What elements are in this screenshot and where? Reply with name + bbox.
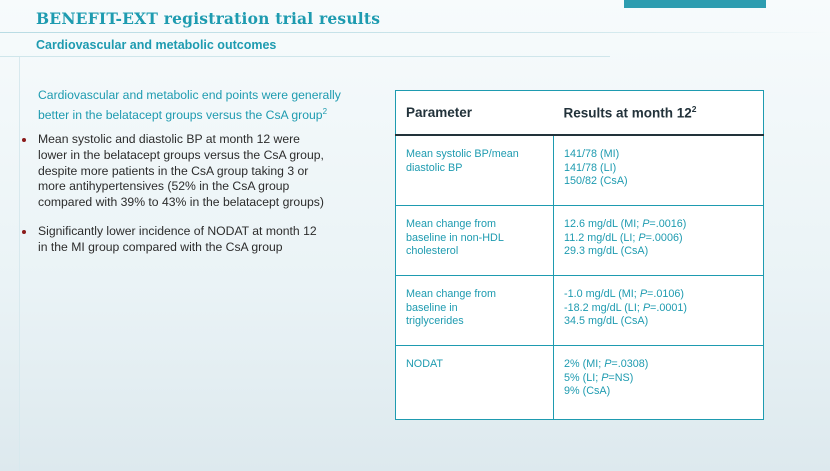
p-value-symbol: P [604, 358, 612, 370]
intro-line-1: Cardiovascular and metabolic end points … [38, 88, 341, 102]
result-line: 34.5 mg/dL (CsA) [564, 315, 649, 328]
p-value-symbol: P [601, 371, 609, 384]
bullet-line: in the MI group compared with the CsA gr… [38, 239, 283, 254]
bullet-line: lower in the belatacept groups versus th… [38, 147, 324, 162]
param-line: baseline in [406, 301, 458, 314]
subtitle-divider [0, 56, 610, 57]
title-divider [0, 32, 830, 33]
p-value-symbol: P [639, 288, 648, 300]
param-cell: NODAT [395, 345, 554, 420]
param-cell: Mean change from baseline in triglycerid… [395, 275, 554, 346]
table-row: Mean systolic BP/mean diastolic BP 141/7… [395, 135, 764, 206]
param-line: baseline in non-HDL [406, 231, 504, 244]
p-value-symbol: P [642, 301, 651, 314]
header-results: Results at month 122 [553, 90, 764, 136]
result-cell: 141/78 (MI) 141/78 (LI) 150/82 (CsA) [554, 135, 764, 206]
left-margin-rule [19, 57, 20, 471]
result-line: 12.6 mg/dL (MI; P=.0016) [564, 218, 687, 230]
param-cell: Mean change from baseline in non-HDL cho… [395, 205, 554, 276]
bullet-item: Mean systolic and diastolic BP at month … [22, 132, 367, 211]
intro-line-2: better in the belatacept groups versus t… [38, 104, 378, 124]
header-parameter: Parameter [395, 90, 554, 136]
bullet-item: Significantly lower incidence of NODAT a… [22, 224, 367, 256]
result-line: 2% (MI; P=.0308) [564, 358, 649, 370]
result-line: 9% (CsA) [564, 385, 611, 398]
result-line: 11.2 mg/dL (LI; P=.0006) [564, 231, 683, 244]
param-line: Mean change from [406, 288, 497, 300]
header-results-text: Results at month 12 [563, 105, 692, 121]
bullet-line: despite more patients in the CsA group t… [38, 163, 309, 178]
bullet-line: Mean systolic and diastolic BP at month … [38, 132, 300, 146]
result-line: -1.0 mg/dL (MI; P=.0106) [564, 288, 684, 300]
param-line: Mean change from [406, 218, 497, 230]
intro-text: Cardiovascular and metabolic end points … [38, 88, 378, 123]
result-line: 29.3 mg/dL (CsA) [564, 245, 649, 258]
result-cell: 12.6 mg/dL (MI; P=.0016) 11.2 mg/dL (LI;… [553, 205, 764, 276]
top-accent-bar [624, 0, 766, 8]
bullet-dot-icon [22, 138, 26, 142]
table-row: NODAT 2% (MI; P=.0308) 5% (LI; P=NS) 9% … [395, 345, 764, 420]
param-line: cholesterol [406, 245, 459, 258]
p-value-symbol: P [638, 231, 646, 244]
param-cell: Mean systolic BP/mean diastolic BP [395, 135, 554, 206]
param-line: Mean systolic BP/mean [406, 148, 519, 160]
result-line: 141/78 (LI) [564, 161, 617, 174]
bullet-line: Significantly lower incidence of NODAT a… [38, 223, 317, 238]
header-results-reference: 2 [691, 104, 697, 115]
param-line: NODAT [406, 358, 443, 370]
intro-reference: 2 [322, 106, 328, 116]
param-line: triglycerides [406, 315, 464, 328]
result-line: 5% (LI; P=NS) [564, 371, 634, 384]
page-title: BENEFIT-EXT registration trial results [36, 9, 381, 28]
bullet-list: Mean systolic and diastolic BP at month … [22, 132, 367, 269]
intro-line-2-text: better in the belatacept groups versus t… [38, 107, 323, 122]
page-subtitle: Cardiovascular and metabolic outcomes [36, 38, 277, 52]
table-row: Mean change from baseline in non-HDL cho… [395, 205, 764, 276]
p-value-symbol: P [642, 218, 650, 230]
result-cell: -1.0 mg/dL (MI; P=.0106) -18.2 mg/dL (LI… [553, 275, 764, 346]
result-cell: 2% (MI; P=.0308) 5% (LI; P=NS) 9% (CsA) [553, 345, 764, 420]
result-line: -18.2 mg/dL (LI; P=.0001) [564, 301, 687, 314]
result-line: 150/82 (CsA) [564, 175, 628, 188]
result-line: 141/78 (MI) [564, 148, 620, 160]
bullet-line: more antihypertensives (52% in the CsA g… [38, 179, 290, 194]
table-row: Mean change from baseline in triglycerid… [395, 275, 764, 346]
param-line: diastolic BP [406, 161, 463, 174]
bullet-line: compared with 39% to 43% in the belatace… [38, 195, 324, 210]
results-table: Parameter Results at month 122 Mean syst… [395, 90, 764, 420]
table-header-row: Parameter Results at month 122 [395, 90, 764, 136]
bullet-dot-icon [22, 229, 26, 234]
